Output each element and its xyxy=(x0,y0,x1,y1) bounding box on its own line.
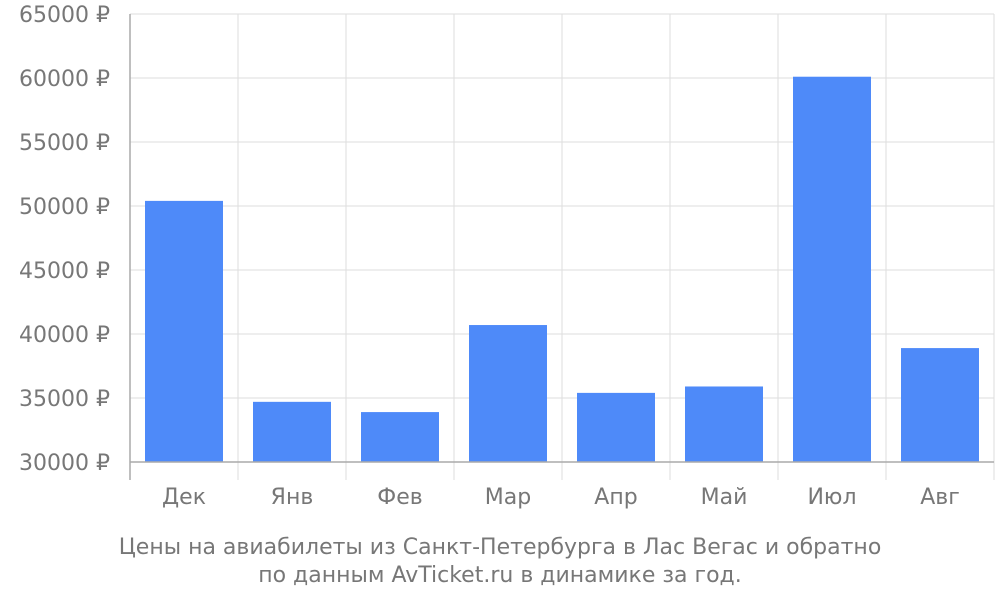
y-tick-label: 30000 ₽ xyxy=(19,451,110,476)
bar-4 xyxy=(469,325,547,462)
bar-chart: 30000 ₽ 35000 ₽ 40000 ₽ 45000 ₽ 50000 ₽ 55000… xyxy=(19,3,995,510)
x-tick-label: Фев xyxy=(377,485,422,510)
bar-5 xyxy=(577,392,655,462)
y-tick-label: 55000 ₽ xyxy=(19,131,110,156)
bar-7 xyxy=(793,76,871,462)
bar-3 xyxy=(361,412,439,462)
y-tick-labels: 30000 ₽ 35000 ₽ 40000 ₽ 45000 ₽ 50000 ₽ 55000… xyxy=(19,3,110,476)
chart-caption-line-1: Цены на авиабилеты из Санкт-Петербурга в… xyxy=(118,535,882,560)
bars xyxy=(145,76,979,462)
x-tick-labels: Дек Янв Фев Мар Апр Май Июл Авг xyxy=(162,485,960,510)
bar-1 xyxy=(145,200,223,462)
bar-2 xyxy=(253,401,331,462)
axes xyxy=(129,14,994,480)
y-tick-label: 35000 ₽ xyxy=(19,387,110,412)
x-tick-label: Апр xyxy=(594,485,637,510)
bar-6 xyxy=(685,386,763,462)
y-tick-label: 40000 ₽ xyxy=(19,323,110,348)
y-tick-label: 45000 ₽ xyxy=(19,259,110,284)
x-tick-label: Июл xyxy=(807,485,856,510)
grid-lines xyxy=(130,13,995,480)
x-tick-label: Дек xyxy=(162,485,206,510)
y-tick-label: 50000 ₽ xyxy=(19,195,110,220)
x-tick-label: Авг xyxy=(920,485,960,510)
x-tick-label: Янв xyxy=(271,485,314,510)
bar-8 xyxy=(901,348,979,462)
y-tick-label: 60000 ₽ xyxy=(19,67,110,92)
x-tick-label: Мар xyxy=(485,485,531,510)
chart-caption-line-2: по данным AvTicket.ru в динамике за год. xyxy=(258,563,742,588)
y-tick-label: 65000 ₽ xyxy=(19,3,110,28)
x-tick-label: Май xyxy=(701,485,748,510)
